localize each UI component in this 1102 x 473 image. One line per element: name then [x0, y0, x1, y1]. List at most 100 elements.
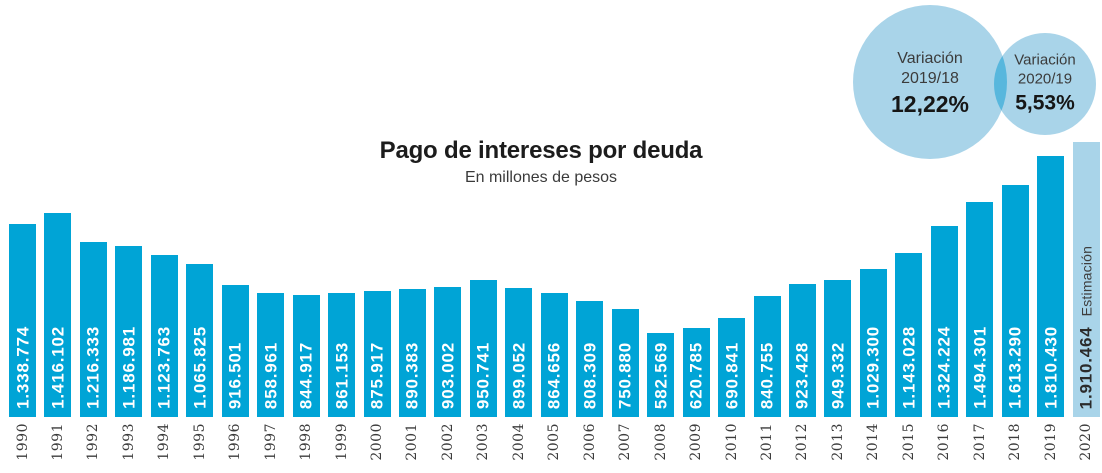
year-cell: 2002 [434, 423, 461, 461]
year-cell: 2015 [895, 423, 922, 461]
bar-value-label: 1.810.430 [1041, 326, 1061, 409]
year-cell: 2000 [364, 423, 391, 461]
year-label: 1993 [120, 423, 137, 461]
year-label: 1999 [333, 423, 350, 461]
year-label: 1990 [14, 423, 31, 461]
year-label: 2000 [369, 423, 386, 461]
variation-2020-19-label: Variación 2020/19 5,53% [1014, 52, 1075, 117]
bar-value-label: 899.052 [509, 341, 529, 409]
bar-2004: 899.052 [505, 287, 533, 417]
year-cell: 2013 [824, 423, 851, 461]
year-cell: 2004 [505, 423, 532, 461]
variation-label-line2: 2020/19 [1017, 70, 1073, 88]
bar-value-label: 1.416.102 [48, 326, 68, 409]
year-label: 2003 [475, 423, 492, 461]
year-label: 1994 [156, 423, 173, 461]
year-cell: 1990 [9, 423, 36, 461]
bar-value-label: 1.494.301 [970, 326, 990, 409]
bar-2011: 840.755 [753, 296, 781, 417]
bar-2013: 949.332 [824, 280, 852, 417]
year-cell: 2017 [966, 423, 993, 461]
bar-value-label: 1.338.774 [13, 326, 32, 409]
year-label: 1995 [191, 423, 208, 461]
year-label: 1991 [49, 423, 66, 461]
year-label: 2006 [581, 423, 598, 461]
variation-label-line1: Variación [1014, 51, 1076, 69]
bar-2000: 875.917 [363, 290, 391, 417]
bar-value-label: 1.029.300 [863, 326, 883, 409]
bar-2018: 1.613.290 [1001, 184, 1029, 417]
bar-value-label: 1.613.290 [1005, 326, 1025, 409]
year-cell: 2014 [860, 423, 887, 461]
year-cell: 1994 [151, 423, 178, 461]
variation-label-line2: 2019/18 [901, 70, 959, 88]
bar-value-label: 949.332 [828, 341, 848, 409]
year-label: 2011 [759, 423, 776, 461]
bar-2007: 750.880 [611, 308, 639, 417]
year-label: 2007 [617, 423, 634, 461]
year-label: 2020 [1078, 423, 1095, 461]
bar-1992: 1.216.333 [79, 241, 107, 417]
bar-2009: 620.785 [682, 327, 710, 417]
bar-2006: 808.309 [576, 300, 604, 417]
bar-2001: 890.383 [398, 288, 426, 417]
bar-value-label: 1.143.028 [899, 326, 919, 409]
year-cell: 2020 [1073, 423, 1100, 461]
bar-value-label: 950.741 [473, 341, 493, 409]
bar-value-label: 1.123.763 [154, 326, 174, 409]
year-label: 1996 [227, 423, 244, 461]
bar-value-label: 750.880 [615, 341, 635, 409]
title-block: Pago de intereses por deuda En millones … [0, 137, 1082, 187]
year-cell: 1998 [293, 423, 320, 461]
variation-2020-19-value: 5,53% [1015, 91, 1075, 115]
bar-value-label: 808.309 [580, 341, 600, 409]
bar-1997: 858.961 [257, 293, 285, 417]
variation-circle-2020-19 [994, 33, 1096, 135]
bar-value-label: 1.186.981 [119, 326, 139, 409]
bar-series: 1.338.774 1.416.102 1.216.333 1.186.981 1.12… [9, 142, 1100, 417]
bar-value-label: 861.153 [332, 341, 352, 409]
year-cell: 2012 [789, 423, 816, 461]
bar-1998: 844.917 [292, 295, 320, 417]
bar-2003: 950.741 [469, 280, 497, 417]
year-cell: 2003 [470, 423, 497, 461]
year-label: 2005 [546, 423, 563, 461]
year-cell: 1993 [115, 423, 142, 461]
bar-value-label: 582.569 [651, 341, 671, 409]
bar-value-label: 875.917 [367, 341, 387, 409]
variation-2019-18-value: 12,22% [890, 91, 970, 118]
bar-value-label: 690.841 [722, 341, 742, 409]
year-cell: 1997 [257, 423, 284, 461]
bar-value-label: 903.002 [438, 341, 458, 409]
year-label: 2014 [865, 423, 882, 461]
year-label: 1998 [298, 423, 315, 461]
bar-value-label: 923.428 [792, 341, 812, 409]
bar-value-label: 1.216.333 [83, 326, 103, 409]
year-label: 1997 [262, 423, 279, 461]
year-cell: 2016 [931, 423, 958, 461]
bar-2014: 1.029.300 [859, 268, 887, 417]
year-label: 2012 [794, 423, 811, 461]
year-label: 2002 [439, 423, 456, 461]
bar-2005: 864.656 [540, 292, 568, 417]
bar-1994: 1.123.763 [150, 255, 178, 417]
year-label: 2001 [404, 423, 421, 461]
year-cell: 2009 [683, 423, 710, 461]
bar-1996: 916.501 [221, 285, 249, 417]
year-cell: 2008 [647, 423, 674, 461]
year-cell: 2005 [541, 423, 568, 461]
year-label: 2008 [652, 423, 669, 461]
variation-label-line1: Variación [897, 50, 963, 68]
year-label: 2019 [1042, 423, 1059, 461]
variation-venn [853, 5, 1096, 159]
bar-1993: 1.186.981 [115, 246, 143, 417]
bar-value-label: 916.501 [225, 341, 245, 409]
bar-2008: 582.569 [647, 333, 675, 417]
year-cell: 1999 [328, 423, 355, 461]
year-label: 2009 [688, 423, 705, 461]
chart-subtitle: En millones de pesos [464, 169, 618, 187]
bar-1995: 1.065.825 [186, 263, 214, 417]
year-label: 2004 [510, 423, 527, 461]
bar-2016: 1.324.224 [930, 226, 958, 417]
